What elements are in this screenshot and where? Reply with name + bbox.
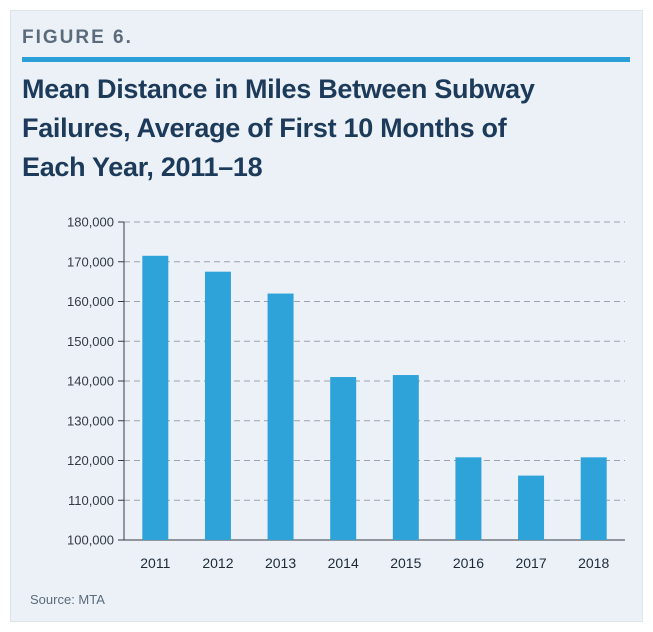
y-tick-label: 150,000 — [67, 334, 114, 349]
figure-label: FIGURE 6. — [22, 27, 133, 48]
bar-2013 — [267, 293, 294, 540]
source-note: Source: MTA — [30, 592, 105, 607]
bar-2014 — [330, 377, 357, 540]
chart-title-line-2: Failures, Average of First 10 Months of — [22, 113, 507, 143]
x-tick-label: 2017 — [515, 555, 546, 571]
bar-2018 — [580, 457, 607, 540]
accent-rule — [22, 57, 630, 62]
x-tick-label: 2018 — [578, 555, 609, 571]
y-tick-label: 110,000 — [68, 493, 114, 508]
x-tick-label: 2014 — [328, 555, 359, 571]
chart-title-line-3: Each Year, 2011–18 — [22, 152, 263, 182]
x-tick-label: 2011 — [140, 555, 170, 571]
x-tick-label: 2013 — [265, 555, 296, 571]
x-tick-label: 2016 — [453, 555, 484, 571]
y-tick-label: 120,000 — [67, 453, 114, 468]
bar-2011 — [142, 255, 169, 540]
y-tick-label: 180,000 — [67, 215, 114, 230]
bar-2016 — [455, 457, 482, 540]
x-tick-label: 2015 — [390, 555, 421, 571]
bar-2012 — [204, 271, 231, 540]
bar-2017 — [518, 475, 545, 540]
x-tick-label: 2012 — [202, 555, 233, 571]
y-tick-label: 130,000 — [67, 413, 114, 428]
bar-2015 — [392, 375, 419, 540]
y-tick-label: 140,000 — [67, 374, 114, 389]
y-tick-label: 160,000 — [67, 294, 114, 309]
y-tick-label: 170,000 — [67, 254, 114, 269]
chart-title: Mean Distance in Miles Between Subway Fa… — [22, 70, 622, 187]
chart-title-line-1: Mean Distance in Miles Between Subway — [22, 74, 535, 104]
y-tick-label: 100,000 — [67, 533, 114, 548]
